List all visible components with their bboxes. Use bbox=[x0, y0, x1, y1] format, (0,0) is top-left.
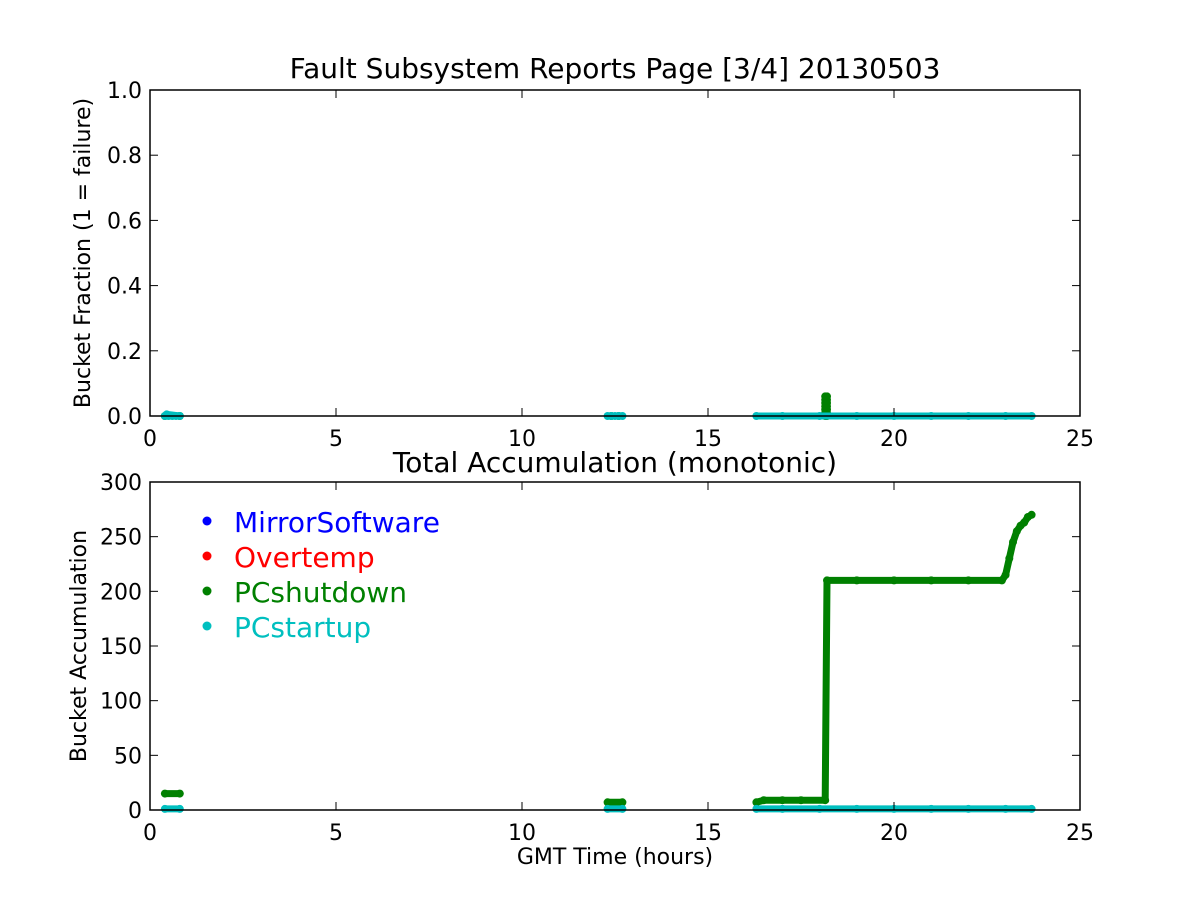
accumulation-y-tick-label: 300 bbox=[100, 471, 142, 496]
accumulation-data-point bbox=[1027, 804, 1036, 813]
accumulation-x-tick-label: 20 bbox=[880, 821, 908, 846]
accumulation-data-point bbox=[175, 789, 184, 798]
fraction-data-point bbox=[823, 392, 831, 401]
fraction-x-tick-label: 20 bbox=[880, 427, 908, 452]
accumulation-x-tick-label: 0 bbox=[143, 821, 157, 846]
legend-label-MirrorSoftware: MirrorSoftware bbox=[234, 506, 440, 539]
accumulation-data-point bbox=[1005, 554, 1014, 563]
fraction-x-tick-label: 25 bbox=[1066, 427, 1094, 452]
accumulation-y-tick-label: 100 bbox=[100, 690, 142, 715]
accumulation-data-point bbox=[603, 798, 612, 807]
accumulation-y-tick-label: 200 bbox=[100, 580, 142, 605]
accumulation-data-point bbox=[852, 804, 861, 813]
accumulation-y-tick-label: 50 bbox=[114, 744, 142, 769]
legend-label-PCstartup: PCstartup bbox=[234, 611, 371, 644]
accumulation-chart-title: Total Accumulation (monotonic) bbox=[392, 446, 837, 479]
accumulation-data-point bbox=[759, 796, 768, 805]
accumulation-x-tick-label: 25 bbox=[1066, 821, 1094, 846]
accumulation-y-tick-label: 0 bbox=[128, 799, 142, 824]
legend-label-Overtemp: Overtemp bbox=[234, 541, 375, 574]
accumulation-plot-area bbox=[150, 482, 1080, 810]
accumulation-data-point bbox=[1001, 804, 1010, 813]
fraction-x-tick-label: 10 bbox=[508, 427, 536, 452]
fraction-y-tick-label: 0.0 bbox=[107, 405, 142, 430]
accumulation-data-point bbox=[160, 789, 169, 798]
legend-label-PCshutdown: PCshutdown bbox=[234, 576, 407, 609]
accumulation-y-tick-label: 150 bbox=[100, 635, 142, 660]
fraction-panel: Fault Subsystem Reports Page [3/4] 20130… bbox=[71, 52, 1094, 452]
legend-marker-MirrorSoftware bbox=[202, 516, 212, 526]
accumulation-data-point bbox=[815, 804, 824, 813]
accumulation-data-point bbox=[823, 576, 831, 585]
accumulation-data-point bbox=[752, 804, 761, 813]
fraction-x-tick-label: 5 bbox=[329, 427, 343, 452]
fraction-y-tick-label: 1.0 bbox=[107, 79, 142, 104]
accumulation-panel: Total Accumulation (monotonic) 0 5 10 15 20 2… bbox=[67, 446, 1094, 870]
accumulation-data-point bbox=[797, 796, 805, 805]
accumulation-y-tick-label: 250 bbox=[100, 526, 142, 551]
accumulation-data-point bbox=[964, 804, 973, 813]
accumulation-data-point bbox=[175, 804, 184, 813]
accumulation-x-tick-label: 15 bbox=[694, 821, 722, 846]
accumulation-data-point bbox=[927, 804, 936, 813]
fraction-x-tick-label: 15 bbox=[694, 427, 722, 452]
accumulation-data-point bbox=[618, 798, 627, 807]
fraction-plot-area bbox=[150, 90, 1080, 416]
accumulation-y-axis-label: Bucket Accumulation bbox=[67, 530, 92, 762]
legend-marker-PCstartup bbox=[202, 621, 212, 631]
fraction-y-tick-label: 0.2 bbox=[107, 340, 142, 365]
accumulation-data-point bbox=[890, 576, 898, 585]
accumulation-x-axis-label: GMT Time (hours) bbox=[517, 845, 713, 870]
accumulation-series-PCshutdown bbox=[160, 510, 1036, 807]
legend: MirrorSoftwareOvertempPCshutdownPCstartu… bbox=[202, 506, 440, 644]
accumulation-x-tick-label: 10 bbox=[508, 821, 536, 846]
accumulation-data-point bbox=[778, 804, 787, 813]
accumulation-data-point bbox=[1009, 538, 1017, 547]
accumulation-data-point bbox=[821, 796, 830, 805]
accumulation-marks bbox=[160, 510, 1036, 813]
fraction-y-tick-label: 0.8 bbox=[107, 144, 142, 169]
accumulation-data-point bbox=[618, 804, 627, 813]
accumulation-data-point bbox=[1027, 510, 1036, 519]
accumulation-data-point bbox=[852, 576, 861, 585]
fraction-y-tick-label: 0.6 bbox=[107, 209, 142, 234]
fraction-plot-frame bbox=[149, 89, 1081, 417]
accumulation-data-point bbox=[927, 576, 936, 585]
accumulation-plot-frame bbox=[149, 481, 1081, 811]
accumulation-data-point bbox=[603, 804, 612, 813]
accumulation-data-point bbox=[160, 804, 169, 813]
accumulation-data-point bbox=[1001, 570, 1010, 579]
fraction-x-tick-label: 0 bbox=[143, 427, 157, 452]
fraction-data-point bbox=[162, 410, 171, 419]
legend-marker-PCshutdown bbox=[202, 586, 212, 596]
legend-marker-Overtemp bbox=[202, 551, 212, 561]
accumulation-data-point bbox=[964, 576, 973, 585]
fraction-y-tick-label: 0.4 bbox=[107, 275, 142, 300]
fraction-chart-title: Fault Subsystem Reports Page [3/4] 20130… bbox=[290, 52, 941, 85]
accumulation-series-PCstartup bbox=[160, 804, 1036, 813]
accumulation-data-point bbox=[752, 798, 761, 807]
accumulation-x-tick-label: 5 bbox=[329, 821, 343, 846]
accumulation-data-point bbox=[778, 796, 787, 805]
fraction-y-axis-label: Bucket Fraction (1 = failure) bbox=[71, 98, 96, 408]
